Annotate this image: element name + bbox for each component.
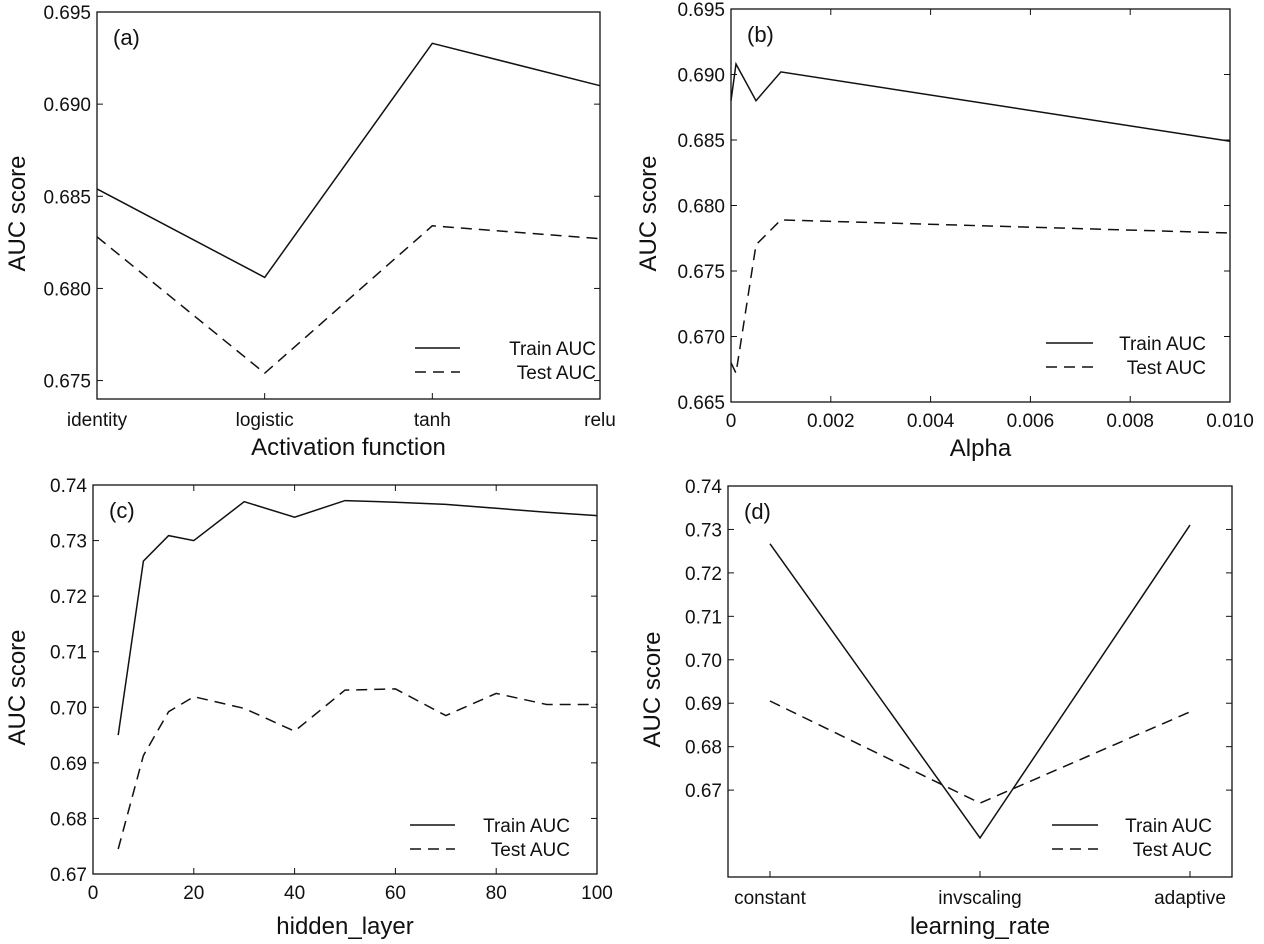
y-tick-label: 0.690 [677,66,725,87]
y-tick-label: 0.695 [677,0,725,21]
y-tick-label: 0.680 [677,197,725,218]
y-tick-label: 0.72 [685,564,722,585]
x-tick-label: 0.002 [807,411,855,432]
y-tick-label: 0.68 [685,738,722,759]
legend-entry-label: Train AUC [1125,816,1212,837]
panel-label: (d) [744,499,771,524]
y-tick-label: 0.67 [50,865,87,886]
x-tick-label: relu [584,410,616,431]
y-tick-label: 0.675 [677,262,725,283]
x-tick-label: 0.006 [1007,411,1055,432]
test-auc-line [769,700,1191,804]
y-tick-label: 0.74 [685,477,722,498]
chart-panel-d: 0.67 0.68 0.69 0.70 0.71 0.72 0.73 0.74 constant… [639,477,1233,940]
panel-label: (b) [747,22,774,47]
y-axis-label: AUC score [639,631,666,747]
y-tick-label: 0.71 [50,643,87,664]
y-tick-label: 0.675 [43,372,91,393]
x-tick-label: 80 [486,883,507,904]
panel-label: (a) [113,25,140,50]
x-tick-label: tanh [414,410,451,431]
x-axis-label: hidden_layer [276,913,413,940]
legend-entry-label: Test AUC [1133,840,1212,861]
x-tick-label: 0 [88,883,99,904]
legend-entry-label: Test AUC [517,363,596,384]
panel-label: (c) [109,498,135,523]
x-tick-label: identity [67,410,128,431]
chart-panel-a: 0.675 0.680 0.685 0.690 0.695 identity logisti… [4,3,616,461]
plot-frame [92,484,598,875]
x-tick-label: 40 [284,883,305,904]
test-auc-line [730,219,1231,376]
y-tick-label: 0.685 [677,131,725,152]
x-tick-label: constant [734,888,807,909]
legend: Train AUC Test AUC [410,816,570,861]
chart-panel-b: 0.665 0.670 0.675 0.680 0.685 0.690 0.695 0 0.00… [635,0,1254,462]
chart-panel-c: 0.67 0.68 0.69 0.70 0.71 0.72 0.73 0.74 0 20 40 60 8… [4,476,613,940]
legend-entry-label: Test AUC [491,840,570,861]
legend: Train AUC Test AUC [415,339,596,384]
y-tick-label: 0.73 [685,520,722,541]
plot-frame [96,11,601,400]
y-tick-label: 0.67 [685,781,722,802]
legend: Train AUC Test AUC [1046,334,1206,379]
legend-entry-label: Train AUC [483,816,570,837]
train-auc-line [769,524,1191,840]
y-tick-label: 0.74 [50,476,87,497]
y-tick-label: 0.695 [43,3,91,24]
y-tick-label: 0.70 [685,651,722,672]
x-tick-label: 0.004 [907,411,955,432]
y-tick-label: 0.680 [43,279,91,300]
y-tick-label: 0.69 [685,694,722,715]
x-tick-label: 0.010 [1206,411,1254,432]
x-tick-label: logistic [236,410,294,431]
x-tick-label: 20 [183,883,204,904]
train-auc-line [96,42,601,279]
y-tick-label: 0.71 [685,607,722,628]
legend-entry-label: Test AUC [1127,358,1206,379]
y-tick-label: 0.665 [677,393,725,414]
train-auc-line [730,61,1231,143]
x-tick-label: 0.008 [1106,411,1154,432]
y-axis-label: AUC score [4,155,31,271]
y-axis-label: AUC score [4,629,31,745]
x-axis-label: learning_rate [910,913,1050,940]
test-auc-line [96,225,601,375]
y-tick-label: 0.69 [50,754,87,775]
legend-entry-label: Train AUC [1119,334,1206,355]
y-tick-label: 0.70 [50,698,87,719]
train-auc-line [117,499,598,736]
x-tick-label: invscaling [938,888,1021,909]
y-tick-label: 0.72 [50,587,87,608]
y-axis-label: AUC score [635,155,662,271]
x-axis-label: Alpha [950,435,1012,462]
y-tick-label: 0.685 [43,187,91,208]
legend: Train AUC Test AUC [1052,816,1212,861]
x-axis-label: Activation function [251,434,446,461]
test-auc-line [117,688,597,850]
y-tick-label: 0.690 [43,95,91,116]
y-tick-label: 0.73 [50,532,87,553]
x-tick-label: 100 [581,883,613,904]
x-tick-label: adaptive [1154,888,1226,909]
legend-entry-label: Train AUC [509,339,596,360]
y-tick-label: 0.68 [50,809,87,830]
x-tick-label: 0 [726,411,737,432]
x-tick-label: 60 [385,883,406,904]
y-tick-label: 0.670 [677,328,725,349]
